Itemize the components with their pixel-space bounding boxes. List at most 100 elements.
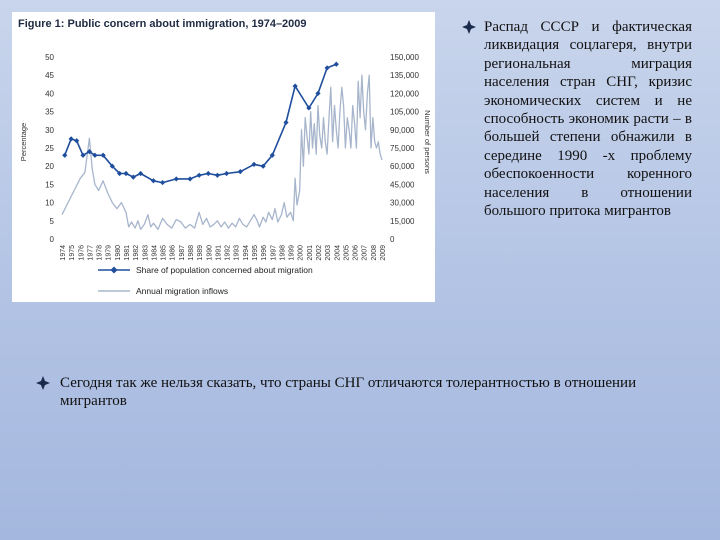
data-point-share [223,170,230,177]
x-tick-label: 1987 [179,245,186,261]
x-tick-label: 1996 [261,245,268,261]
series-line-inflows [61,74,383,230]
x-tick-label: 2000 [298,245,305,261]
data-point-share [333,61,339,67]
x-tick-label: 2009 [380,245,387,261]
x-tick-label: 1998 [279,245,286,261]
y2-tick-label: 105,000 [390,108,419,117]
data-point-share [138,170,144,177]
data-point-share [173,176,179,182]
y-tick-label: 40 [45,89,54,98]
x-tick-label: 1984 [151,245,158,261]
bullet-item-tolerance: Сегодня так же нельзя сказать, что стран… [36,374,686,411]
data-point-share [187,176,193,182]
data-point-share [159,179,166,186]
data-point-share [214,172,221,178]
data-point-share [150,178,157,184]
chart-title: Figure 1: Public concern about immigrati… [18,18,307,30]
data-point-share [74,138,80,144]
data-point-share [92,152,98,158]
chart-legend: Share of population concerned about migr… [98,265,313,296]
series-line-share [63,63,337,184]
x-tick-label: 1993 [234,245,241,261]
x-tick-label: 2003 [325,245,332,261]
x-tick-label: 1989 [197,245,204,261]
y-tick-label: 25 [45,144,54,153]
y2-tick-label: 45,000 [390,180,415,189]
y-tick-label: 35 [45,108,54,117]
data-point-share [306,105,312,111]
x-tick-label: 1997 [270,245,277,261]
x-tick-label: 2002 [316,245,323,261]
y-tick-label: 30 [45,126,54,135]
x-tick-label: 1980 [115,245,122,261]
x-tick-label: 2001 [307,245,314,261]
y-axis-label: Percentage [19,123,28,161]
y2-tick-label: 150,000 [390,53,419,62]
legend-label-inflows: Annual migration inflows [136,286,228,296]
data-point-share [283,119,289,126]
data-point-share [109,163,115,169]
x-tick-label: 2007 [362,245,369,261]
y2-tick-label: 90,000 [390,126,415,135]
x-tick-label: 1979 [106,245,113,261]
data-point-share [269,152,275,158]
legend-label-share: Share of population concerned about migr… [136,265,313,275]
diamond-bullet-icon [36,376,50,390]
data-point-share [196,172,202,178]
x-tick-label: 1982 [133,245,140,261]
y-tick-label: 5 [50,217,55,226]
x-tick-label: 1988 [188,245,195,261]
y-tick-label: 20 [45,162,54,171]
y2-tick-label: 0 [390,235,395,244]
x-tick-label: 1990 [206,245,213,261]
y2-axis-label: Number of persons [423,110,432,174]
x-tick-label: 1978 [97,245,104,261]
y-tick-label: 10 [45,199,54,208]
legend-marker-share [110,266,118,274]
y2-tick-label: 135,000 [390,71,419,80]
x-tick-label: 1981 [124,245,131,261]
bullet-item-collapse: Распад СССР и фактическая ликвидация соц… [462,18,692,220]
data-point-share [123,170,129,177]
data-point-share [205,170,211,177]
y2-tick-label: 120,000 [390,89,419,98]
x-tick-label: 1976 [78,245,85,261]
data-point-share [251,161,257,167]
x-tick-label: 1994 [243,245,250,261]
x-tick-label: 1977 [87,245,94,261]
data-point-share [130,174,136,180]
x-tick-label: 2004 [334,245,341,261]
bullet-text-collapse: Распад СССР и фактическая ликвидация соц… [484,19,692,220]
data-point-share [62,152,68,158]
y2-tick-label: 30,000 [390,199,415,208]
y-tick-label: 50 [45,53,54,62]
x-tick-label: 1991 [215,245,222,261]
data-point-share [100,152,106,158]
y2-tick-label: 60,000 [390,162,415,171]
x-tick-label: 2005 [343,245,350,261]
x-tick-label: 2006 [353,245,360,261]
y2-tick-label: 15,000 [390,217,415,226]
migration-chart: Figure 1: Public concern about immigrati… [18,18,432,296]
data-point-share [68,136,74,142]
y-tick-label: 0 [50,235,55,244]
x-tick-label: 2008 [371,245,378,261]
data-point-share [117,170,123,177]
y2-tick-label: 75,000 [390,144,415,153]
x-tick-label: 1985 [161,245,168,261]
y-tick-label: 15 [45,180,54,189]
x-tick-label: 1999 [289,245,296,261]
data-point-share [315,90,321,96]
data-point-share [86,149,93,155]
data-point-share [80,152,86,158]
x-tick-label: 1986 [170,245,177,261]
data-point-share [324,65,330,71]
y-tick-label: 45 [45,71,54,80]
chart-panel: Figure 1: Public concern about immigrati… [12,12,435,302]
data-point-share [292,83,298,89]
x-tick-label: 1983 [142,245,149,261]
x-tick-label: 1975 [69,245,76,261]
x-tick-label: 1974 [60,245,67,261]
bullet-text-tolerance: Сегодня так же нельзя сказать, что стран… [60,375,637,410]
